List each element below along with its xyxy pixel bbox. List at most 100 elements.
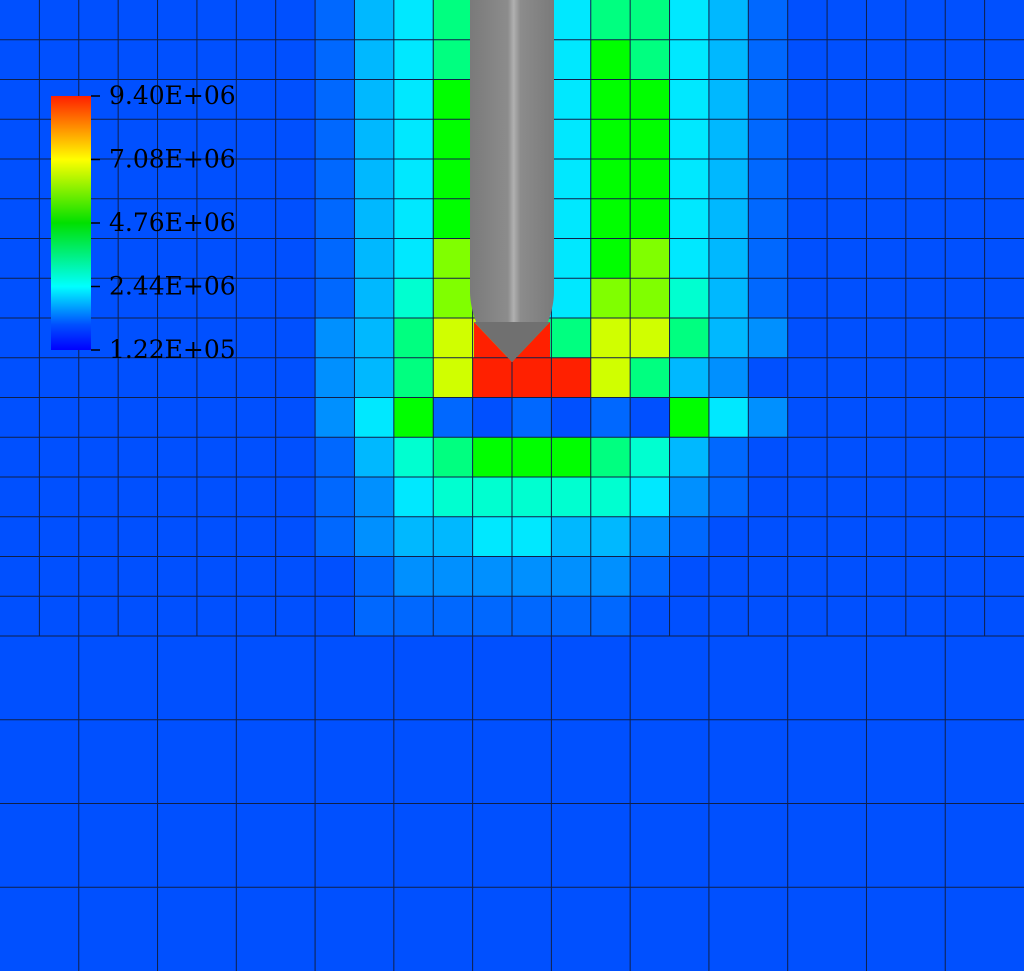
fine-mesh-cell [236, 477, 277, 518]
fine-mesh-cell [0, 79, 40, 120]
fine-mesh-cell [393, 596, 434, 637]
fine-mesh-cell [787, 238, 828, 279]
fine-mesh-cell [945, 198, 986, 240]
fine-mesh-cell [866, 198, 907, 240]
fine-mesh-cell [590, 119, 631, 160]
fine-mesh-cell [590, 79, 631, 120]
fine-mesh-cell [157, 477, 198, 518]
fine-mesh-cell [472, 357, 513, 399]
fine-mesh-cell [787, 0, 828, 41]
fine-mesh-cell [354, 397, 395, 438]
fine-mesh-cell [354, 79, 395, 120]
fine-mesh-cell [669, 318, 710, 359]
probe-cone [474, 322, 550, 362]
fine-mesh-cell [118, 397, 159, 438]
fine-mesh-cell [275, 198, 316, 240]
coarse-mesh-cell [708, 803, 789, 888]
fine-mesh-cell [590, 159, 631, 200]
fine-mesh-cell [748, 119, 789, 160]
fine-mesh-cell [984, 516, 1024, 558]
coarse-mesh-cell [236, 803, 316, 888]
coarse-mesh-cell [0, 803, 80, 888]
fine-mesh-cell [118, 516, 159, 558]
fine-mesh-cell [827, 397, 868, 438]
fine-mesh-cell [945, 238, 986, 279]
fine-mesh-cell [512, 477, 552, 518]
coarse-mesh-cell [393, 887, 474, 971]
coarse-mesh-cell [0, 719, 80, 805]
coarse-mesh-cells [0, 636, 1024, 971]
fine-mesh-cell [118, 278, 159, 319]
fine-mesh-cell [433, 79, 474, 120]
fine-mesh-cell [236, 318, 277, 359]
fine-mesh-cell [393, 437, 434, 478]
fine-mesh-cell [472, 437, 513, 478]
fine-mesh-cell [708, 397, 749, 438]
fine-mesh-cell [354, 39, 395, 81]
fine-mesh-cell [708, 596, 749, 637]
fine-mesh-cell [157, 596, 198, 637]
fine-mesh-cell [551, 0, 592, 41]
fine-mesh-cell [984, 119, 1024, 160]
fine-mesh-cell [827, 238, 868, 279]
coarse-mesh-cell [315, 636, 395, 721]
fine-mesh-cell [275, 79, 316, 120]
fine-mesh-cell [630, 119, 671, 160]
fine-mesh-cell [236, 437, 277, 478]
fine-mesh-cell [590, 516, 631, 558]
fine-mesh-cell [157, 397, 198, 438]
fine-mesh-cell [827, 198, 868, 240]
fine-mesh-cell [708, 278, 749, 319]
fine-mesh-cell [866, 278, 907, 319]
fine-mesh-cell [787, 516, 828, 558]
fine-mesh-cell [945, 596, 986, 637]
fine-mesh-cell [354, 596, 395, 637]
fine-mesh-cell [118, 119, 159, 160]
fine-mesh-cell [0, 357, 40, 399]
fine-mesh-cell [984, 477, 1024, 518]
fine-mesh-cell [984, 437, 1024, 478]
fine-mesh-cell [157, 437, 198, 478]
coarse-mesh-cell [708, 887, 789, 971]
fine-mesh-cell [945, 477, 986, 518]
fine-mesh-cell [433, 596, 474, 637]
coarse-mesh-cell [78, 887, 159, 971]
fine-mesh-cell [354, 516, 395, 558]
fine-mesh-cell [945, 437, 986, 478]
fine-mesh-cell [236, 159, 277, 200]
fine-mesh-cell [905, 596, 946, 637]
fine-mesh-cell [551, 357, 592, 399]
fine-mesh-cell [945, 0, 986, 41]
fine-mesh-cell [984, 357, 1024, 399]
fine-mesh-cell [748, 357, 789, 399]
fine-mesh-cell [827, 477, 868, 518]
fine-mesh-cell [945, 79, 986, 120]
fine-mesh-cell [275, 0, 316, 41]
fine-mesh-cell [669, 596, 710, 637]
fine-mesh-cell [433, 516, 474, 558]
fine-mesh-cell [236, 556, 277, 597]
fine-mesh-cell [236, 516, 277, 558]
fine-mesh-cell [196, 119, 237, 160]
fine-mesh-cell [708, 238, 749, 279]
fine-mesh-cells [0, 0, 1024, 637]
fine-mesh-cell [354, 477, 395, 518]
coarse-mesh-cell [787, 719, 868, 805]
fine-mesh-cell [748, 596, 789, 637]
fine-mesh-cell [512, 556, 552, 597]
fine-mesh-cell [393, 0, 434, 41]
fine-mesh-cell [905, 159, 946, 200]
fine-mesh-cell [827, 437, 868, 478]
fine-mesh-cell [708, 556, 749, 597]
fine-mesh-cell [78, 39, 119, 81]
fine-mesh-cell [0, 596, 40, 637]
probe-body [470, 0, 554, 362]
fine-mesh-cell [78, 0, 119, 41]
fine-mesh-cell [630, 477, 671, 518]
fine-mesh-cell [905, 477, 946, 518]
fine-mesh-cell [827, 39, 868, 81]
fine-mesh-cell [393, 556, 434, 597]
fine-mesh-cell [39, 397, 80, 438]
fine-mesh-cell [118, 198, 159, 240]
